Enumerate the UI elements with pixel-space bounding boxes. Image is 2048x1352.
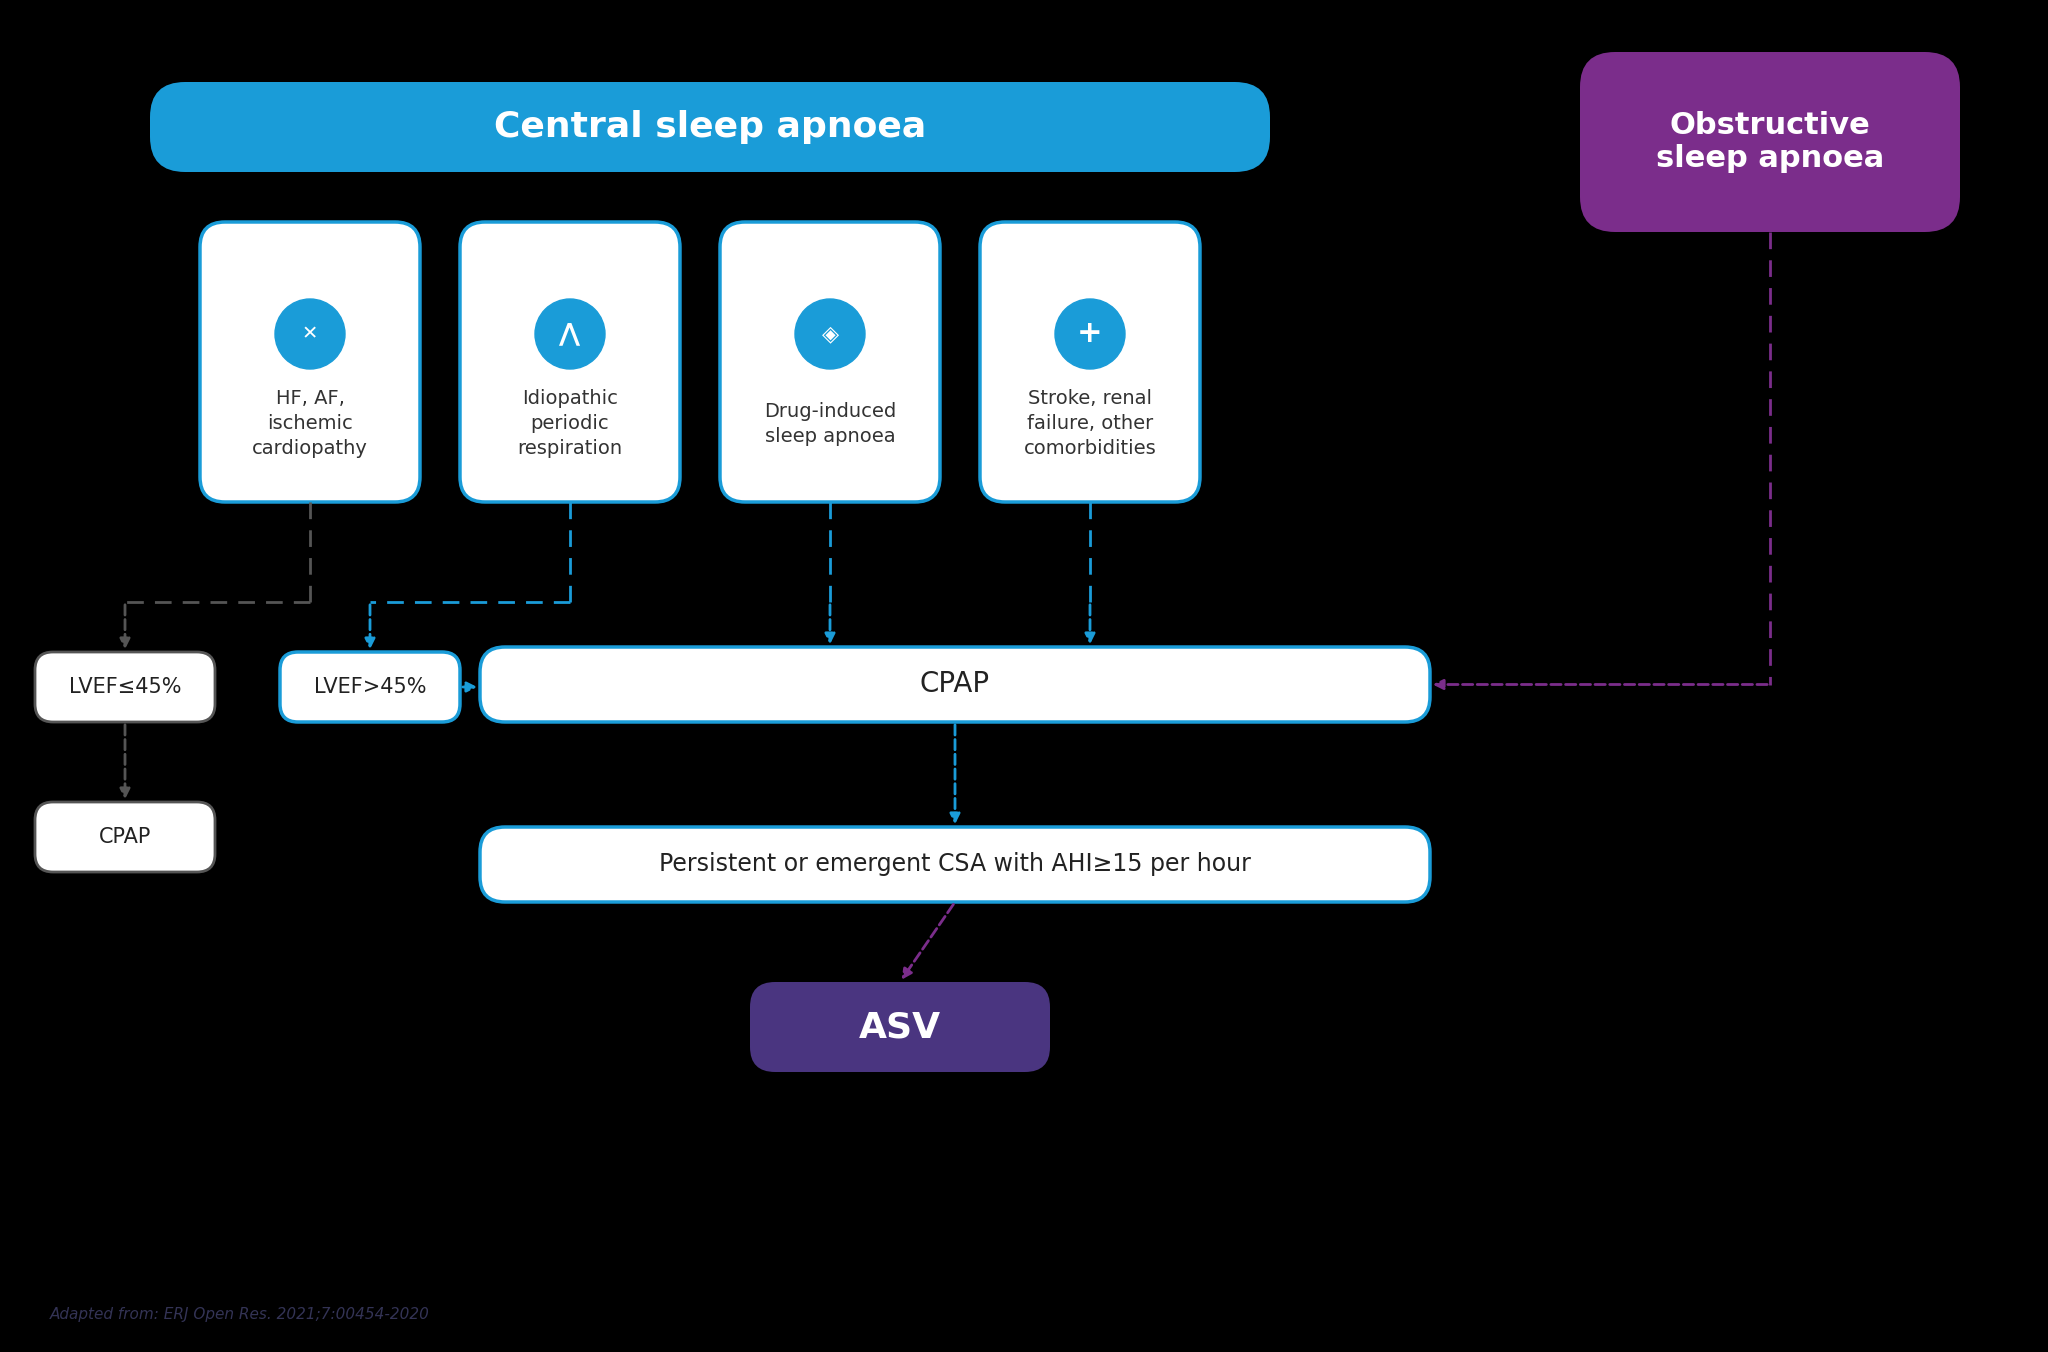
Circle shape bbox=[795, 299, 864, 369]
Text: LVEF>45%: LVEF>45% bbox=[313, 677, 426, 698]
Text: ◈: ◈ bbox=[821, 324, 838, 343]
Text: Adapted from: ERJ Open Res. 2021;7:00454-2020: Adapted from: ERJ Open Res. 2021;7:00454… bbox=[49, 1307, 430, 1322]
FancyBboxPatch shape bbox=[1579, 51, 1960, 233]
Text: ⋀: ⋀ bbox=[559, 322, 580, 346]
Text: CPAP: CPAP bbox=[920, 671, 989, 699]
Text: Drug-induced
sleep apnoea: Drug-induced sleep apnoea bbox=[764, 402, 897, 446]
Circle shape bbox=[1055, 299, 1124, 369]
Text: Persistent or emergent CSA with AHI≥15 per hour: Persistent or emergent CSA with AHI≥15 p… bbox=[659, 853, 1251, 876]
Text: Idiopathic
periodic
respiration: Idiopathic periodic respiration bbox=[518, 389, 623, 458]
FancyBboxPatch shape bbox=[201, 222, 420, 502]
Text: CPAP: CPAP bbox=[98, 827, 152, 846]
FancyBboxPatch shape bbox=[981, 222, 1200, 502]
Circle shape bbox=[535, 299, 604, 369]
FancyBboxPatch shape bbox=[35, 802, 215, 872]
FancyBboxPatch shape bbox=[479, 827, 1430, 902]
FancyBboxPatch shape bbox=[721, 222, 940, 502]
Text: Central sleep apnoea: Central sleep apnoea bbox=[494, 110, 926, 145]
Text: Obstructive
sleep apnoea: Obstructive sleep apnoea bbox=[1657, 111, 1884, 173]
FancyBboxPatch shape bbox=[461, 222, 680, 502]
Text: HF, AF,
ischemic
cardiopathy: HF, AF, ischemic cardiopathy bbox=[252, 389, 369, 458]
Text: LVEF≤45%: LVEF≤45% bbox=[70, 677, 182, 698]
Text: ✕: ✕ bbox=[301, 324, 317, 343]
Text: +: + bbox=[1077, 319, 1102, 349]
FancyBboxPatch shape bbox=[35, 652, 215, 722]
Circle shape bbox=[274, 299, 344, 369]
Text: ASV: ASV bbox=[858, 1010, 942, 1044]
FancyBboxPatch shape bbox=[281, 652, 461, 722]
FancyBboxPatch shape bbox=[750, 982, 1051, 1072]
FancyBboxPatch shape bbox=[479, 648, 1430, 722]
FancyBboxPatch shape bbox=[150, 82, 1270, 172]
Text: Stroke, renal
failure, other
comorbidities: Stroke, renal failure, other comorbiditi… bbox=[1024, 389, 1157, 458]
